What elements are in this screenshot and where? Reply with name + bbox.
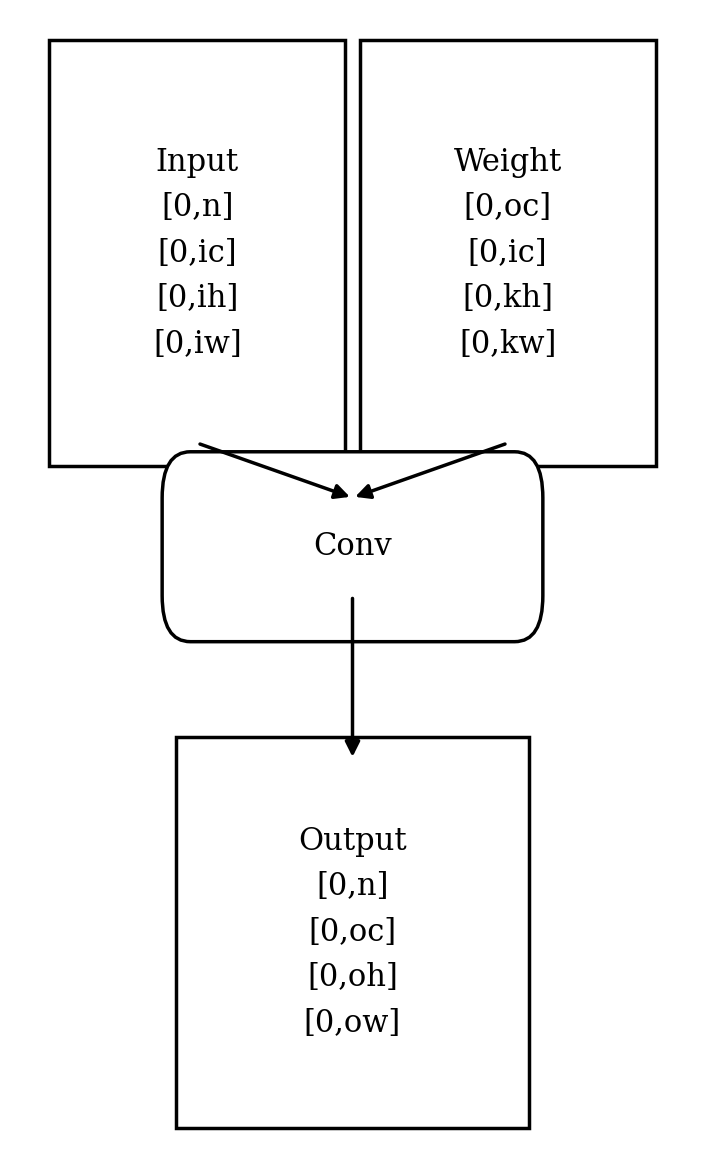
Text: Input
[0,n]
[0,ic]
[0,ih]
[0,iw]: Input [0,n] [0,ic] [0,ih] [0,iw] <box>153 147 242 359</box>
Text: Conv: Conv <box>313 532 392 562</box>
FancyBboxPatch shape <box>176 737 529 1128</box>
Text: Output
[0,n]
[0,oc]
[0,oh]
[0,ow]: Output [0,n] [0,oc] [0,oh] [0,ow] <box>298 826 407 1038</box>
FancyBboxPatch shape <box>360 40 656 466</box>
FancyBboxPatch shape <box>49 40 345 466</box>
FancyBboxPatch shape <box>162 451 543 642</box>
Text: Weight
[0,oc]
[0,ic]
[0,kh]
[0,kw]: Weight [0,oc] [0,ic] [0,kh] [0,kw] <box>453 147 562 359</box>
